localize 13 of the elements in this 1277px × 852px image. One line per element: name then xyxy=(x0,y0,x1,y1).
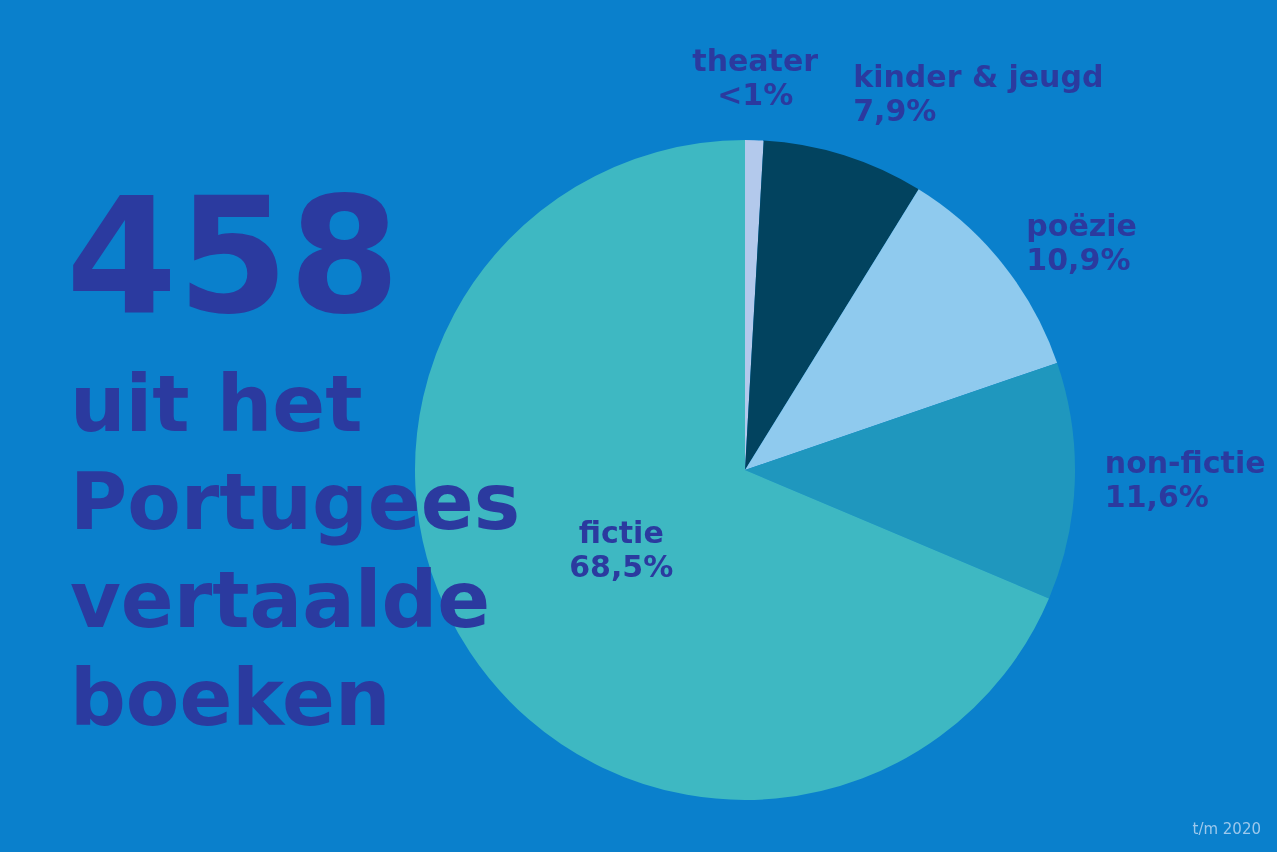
slice-label: theater xyxy=(692,42,819,78)
data-label: <1% xyxy=(717,76,794,112)
text: 458 xyxy=(66,163,400,350)
data-label: 11,6% xyxy=(1104,479,1209,515)
text: uit het Portugees vertaalde boeken xyxy=(70,358,522,745)
data-label: 7,9% xyxy=(853,93,937,129)
slice-label: poëzie xyxy=(1026,208,1137,244)
slice-label: non-fictie xyxy=(1104,445,1266,481)
data-label: 10,9% xyxy=(1026,242,1131,278)
text: t/m 2020 xyxy=(1192,820,1261,838)
slice-label: kinder & jeugd xyxy=(853,59,1104,95)
data-label: 68,5% xyxy=(569,548,674,584)
slice-label: fictie xyxy=(578,514,664,550)
